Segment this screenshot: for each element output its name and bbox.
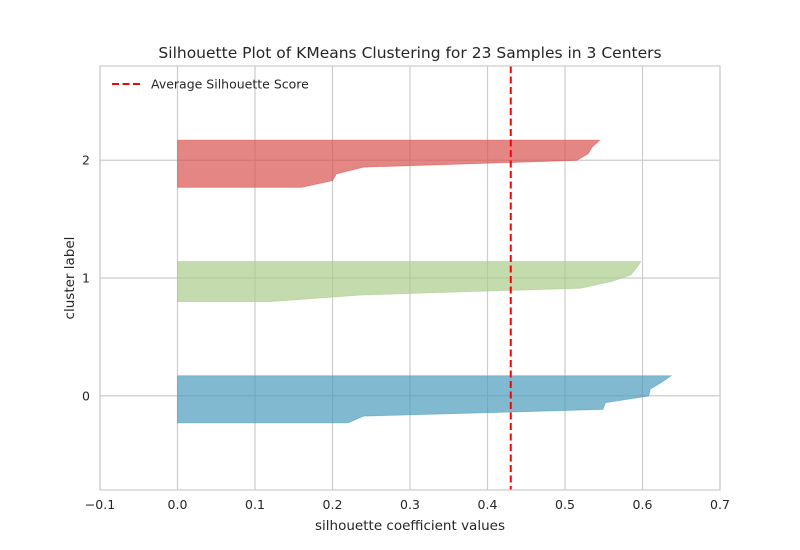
x-tick-label: 0.1 xyxy=(245,497,265,512)
x-axis-label: silhouette coefficient values xyxy=(315,518,505,534)
y-tick-labels: 0 1 2 xyxy=(82,153,90,404)
x-tick-labels: −0.1 0.0 0.1 0.2 0.3 0.4 0.5 0.6 0.7 xyxy=(85,497,730,512)
y-tick-label: 1 xyxy=(82,271,90,286)
x-tick-label: 0.5 xyxy=(555,497,575,512)
x-tick-label: 0.0 xyxy=(168,497,188,512)
x-tick-label: 0.2 xyxy=(323,497,343,512)
silhouette-areas xyxy=(177,139,673,424)
legend: Average Silhouette Score xyxy=(112,77,309,92)
plot-frame xyxy=(99,65,721,491)
y-axis-label: cluster label xyxy=(62,237,78,320)
cluster-1-silhouette xyxy=(177,261,642,302)
x-tick-label: 0.7 xyxy=(710,497,730,512)
cluster-2-silhouette xyxy=(177,139,601,188)
legend-label-average: Average Silhouette Score xyxy=(151,77,309,92)
y-tick-label: 0 xyxy=(82,388,90,403)
cluster-0-silhouette xyxy=(177,375,673,424)
x-tick-label: 0.4 xyxy=(478,497,498,512)
x-tick-label: 0.6 xyxy=(633,497,653,512)
y-tick-label: 2 xyxy=(82,153,90,168)
chart-title: Silhouette Plot of KMeans Clustering for… xyxy=(158,44,661,62)
x-tick-label: 0.3 xyxy=(400,497,420,512)
x-tick-label: −0.1 xyxy=(85,497,115,512)
